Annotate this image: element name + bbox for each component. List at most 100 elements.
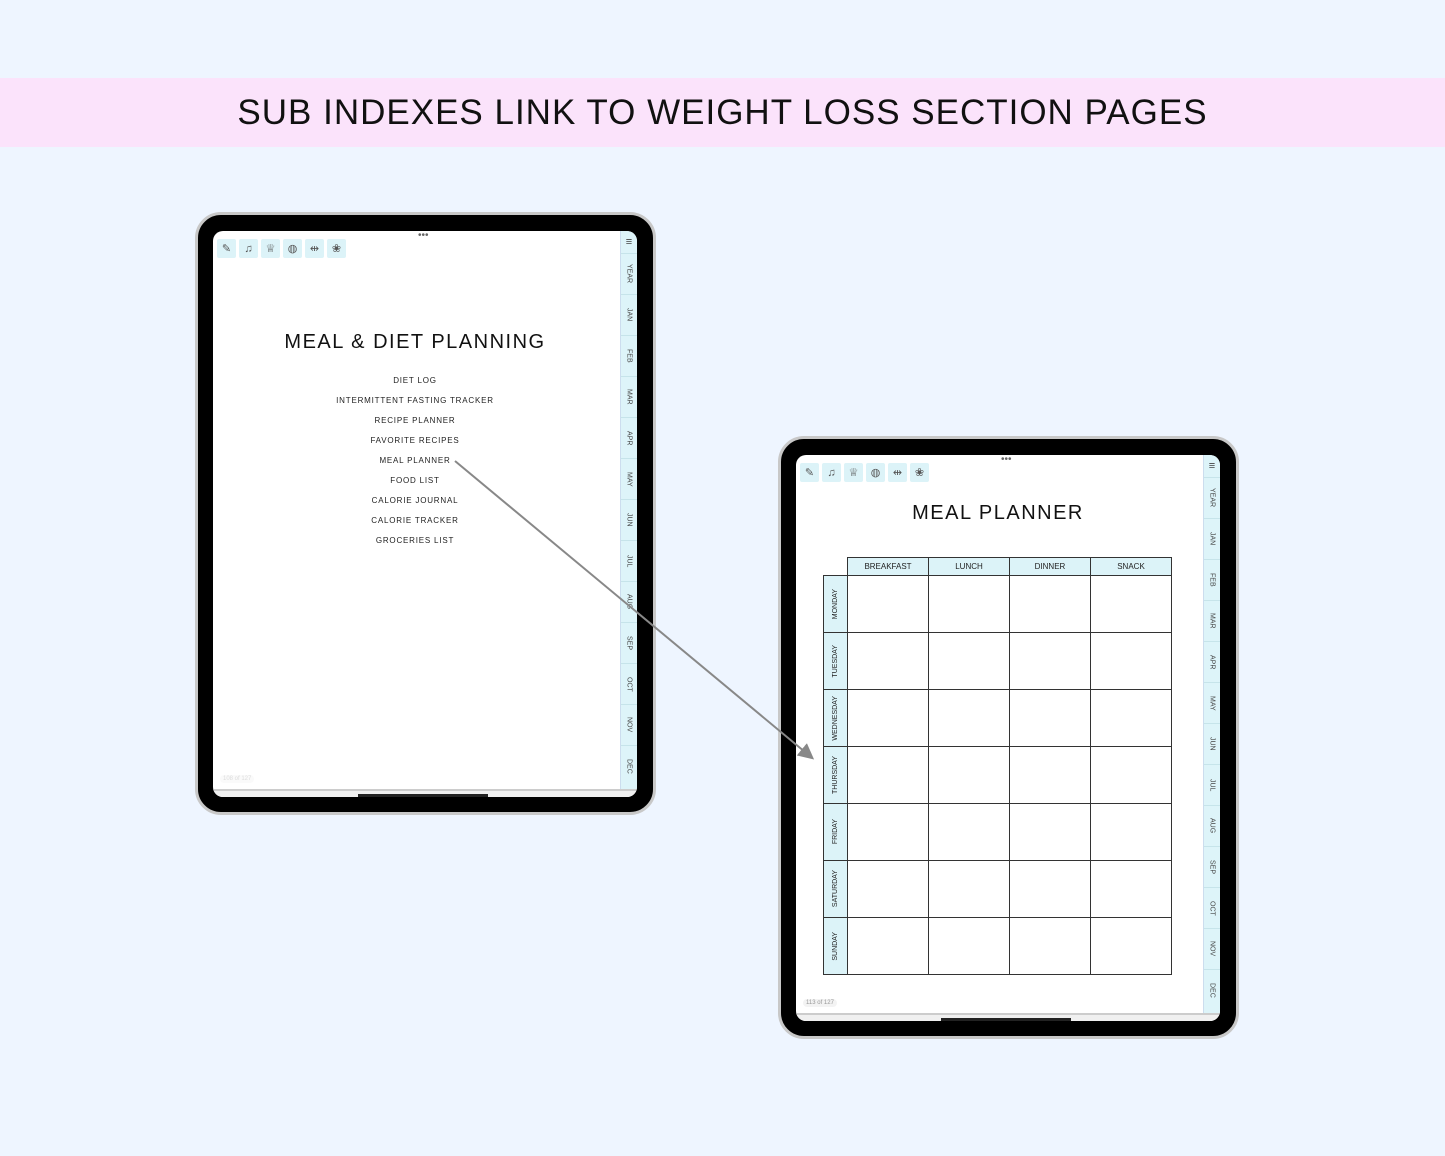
meal-cell[interactable] <box>847 803 929 861</box>
tab-jul[interactable]: JUL <box>621 540 637 581</box>
drag-handle[interactable]: ••• <box>418 231 429 241</box>
meal-cell[interactable] <box>928 803 1010 861</box>
meal-cell[interactable] <box>928 917 1010 975</box>
meal-cell[interactable] <box>1009 803 1091 861</box>
meal-cell[interactable] <box>1090 632 1172 690</box>
tab-label: OCT <box>1208 900 1216 916</box>
tab-label: JUN <box>625 513 633 527</box>
lotus-icon[interactable]: ❀ <box>910 463 929 482</box>
table-row: MONDAY <box>823 575 1172 633</box>
bell-icon[interactable]: ♫ <box>239 239 258 258</box>
tab-label: AUG <box>625 594 633 610</box>
tab-jan[interactable]: JAN <box>621 294 637 335</box>
tab-label: SEP <box>625 635 633 650</box>
tab-year[interactable]: YEAR <box>1204 477 1220 518</box>
toolbar: ✎ ♫ ♕ ◍ ⇹ ❀ <box>217 239 346 258</box>
lotus-icon[interactable]: ❀ <box>327 239 346 258</box>
globe-icon[interactable]: ◍ <box>866 463 885 482</box>
meal-cell[interactable] <box>928 575 1010 633</box>
tab-label: SEP <box>1208 859 1216 874</box>
globe-icon[interactable]: ◍ <box>283 239 302 258</box>
tab-feb[interactable]: FEB <box>1204 559 1220 600</box>
sub-index-link[interactable]: RECIPE PLANNER <box>374 416 456 425</box>
tab-sep[interactable]: SEP <box>621 622 637 663</box>
tab-label: APR <box>625 430 633 446</box>
tab-nov[interactable]: NOV <box>1204 928 1220 969</box>
table-row: SUNDAY <box>823 917 1172 975</box>
day-label: MONDAY <box>823 575 848 633</box>
meal-cell[interactable] <box>1009 860 1091 918</box>
drag-handle[interactable]: ••• <box>1001 455 1012 465</box>
notes-icon[interactable]: ✎ <box>217 239 236 258</box>
page-number: 113 of 127 <box>803 999 837 1007</box>
tab-mar[interactable]: MAR <box>1204 600 1220 641</box>
notes-icon[interactable]: ✎ <box>800 463 819 482</box>
meal-cell[interactable] <box>928 689 1010 747</box>
tab-nov[interactable]: NOV <box>621 704 637 745</box>
tab-mar[interactable]: MAR <box>621 376 637 417</box>
sub-index-link[interactable]: FAVORITE RECIPES <box>370 436 460 445</box>
meal-cell[interactable] <box>1090 689 1172 747</box>
meal-cell[interactable] <box>1090 575 1172 633</box>
tab-apr[interactable]: APR <box>1204 641 1220 682</box>
tab-label: MAR <box>1208 613 1216 629</box>
page-title: MEAL PLANNER <box>912 502 1084 524</box>
meal-planner-table: BREAKFAST LUNCH DINNER SNACK MONDAY TUESDAY WE… <box>823 557 1172 975</box>
meal-cell[interactable] <box>1090 860 1172 918</box>
tab-oct[interactable]: OCT <box>621 663 637 704</box>
sub-index-link[interactable]: FOOD LIST <box>390 476 440 485</box>
tab-jun[interactable]: JUN <box>1204 723 1220 764</box>
tab-label: JUL <box>1208 778 1216 792</box>
tab-may[interactable]: MAY <box>621 458 637 499</box>
sub-index-link[interactable]: MEAL PLANNER <box>379 456 451 465</box>
day-label: THURSDAY <box>823 746 848 804</box>
menu-icon[interactable]: ≡ <box>625 236 633 248</box>
sub-index-link[interactable]: DIET LOG <box>393 376 437 385</box>
meal-cell[interactable] <box>847 632 929 690</box>
tab-feb[interactable]: FEB <box>621 335 637 376</box>
tab-label: MAY <box>1208 695 1216 711</box>
bottom-bar <box>213 789 637 797</box>
meal-cell[interactable] <box>1090 917 1172 975</box>
home-indicator[interactable] <box>941 1018 1071 1021</box>
meal-cell[interactable] <box>1009 632 1091 690</box>
home-indicator[interactable] <box>358 794 488 797</box>
tab-aug[interactable]: AUG <box>621 581 637 622</box>
tab-label: NOV <box>625 717 633 733</box>
tab-label: JUN <box>1208 737 1216 751</box>
trophy-icon[interactable]: ♕ <box>261 239 280 258</box>
tab-dec[interactable]: DEC <box>621 745 637 786</box>
sub-index-link[interactable]: GROCERIES LIST <box>375 536 455 545</box>
page-number: 108 of 127 <box>220 775 255 783</box>
trophy-icon[interactable]: ♕ <box>844 463 863 482</box>
menu-icon[interactable]: ≡ <box>1208 460 1216 472</box>
table-row: TUESDAY <box>823 632 1172 690</box>
tab-aug[interactable]: AUG <box>1204 805 1220 846</box>
meal-cell[interactable] <box>847 860 929 918</box>
dumbbell-icon[interactable]: ⇹ <box>888 463 907 482</box>
tab-jun[interactable]: JUN <box>621 499 637 540</box>
tab-jul[interactable]: JUL <box>1204 764 1220 805</box>
tab-label: JUL <box>625 554 633 568</box>
bottom-bar <box>796 1013 1220 1021</box>
tab-label: NOV <box>1208 941 1216 957</box>
meal-cell[interactable] <box>928 860 1010 918</box>
tab-sep[interactable]: SEP <box>1204 846 1220 887</box>
tab-jan[interactable]: JAN <box>1204 518 1220 559</box>
dumbbell-icon[interactable]: ⇹ <box>305 239 324 258</box>
meal-cell[interactable] <box>1090 803 1172 861</box>
tab-label: DEC <box>1208 982 1216 998</box>
sub-index-link[interactable]: INTERMITTENT FASTING TRACKER <box>336 396 494 405</box>
tab-label: APR <box>1208 654 1216 670</box>
sub-index-link[interactable]: CALORIE TRACKER <box>371 516 459 525</box>
tab-dec[interactable]: DEC <box>1204 969 1220 1010</box>
sub-index-link[interactable]: CALORIE JOURNAL <box>371 496 459 505</box>
tab-year[interactable]: YEAR <box>621 253 637 294</box>
tab-apr[interactable]: APR <box>621 417 637 458</box>
tab-label: FEB <box>625 349 633 363</box>
screen-index-page: ••• ✎ ♫ ♕ ◍ ⇹ ❀ ≡ YEAR JAN FEB MAR APR MAY JUN JUL AUG… <box>213 231 637 797</box>
tab-oct[interactable]: OCT <box>1204 887 1220 928</box>
bell-icon[interactable]: ♫ <box>822 463 841 482</box>
screen-meal-planner: ••• ✎ ♫ ♕ ◍ ⇹ ❀ ≡ YEAR JAN FEB MAR APR MAY JUN JUL AUG… <box>796 455 1220 1021</box>
tab-may[interactable]: MAY <box>1204 682 1220 723</box>
